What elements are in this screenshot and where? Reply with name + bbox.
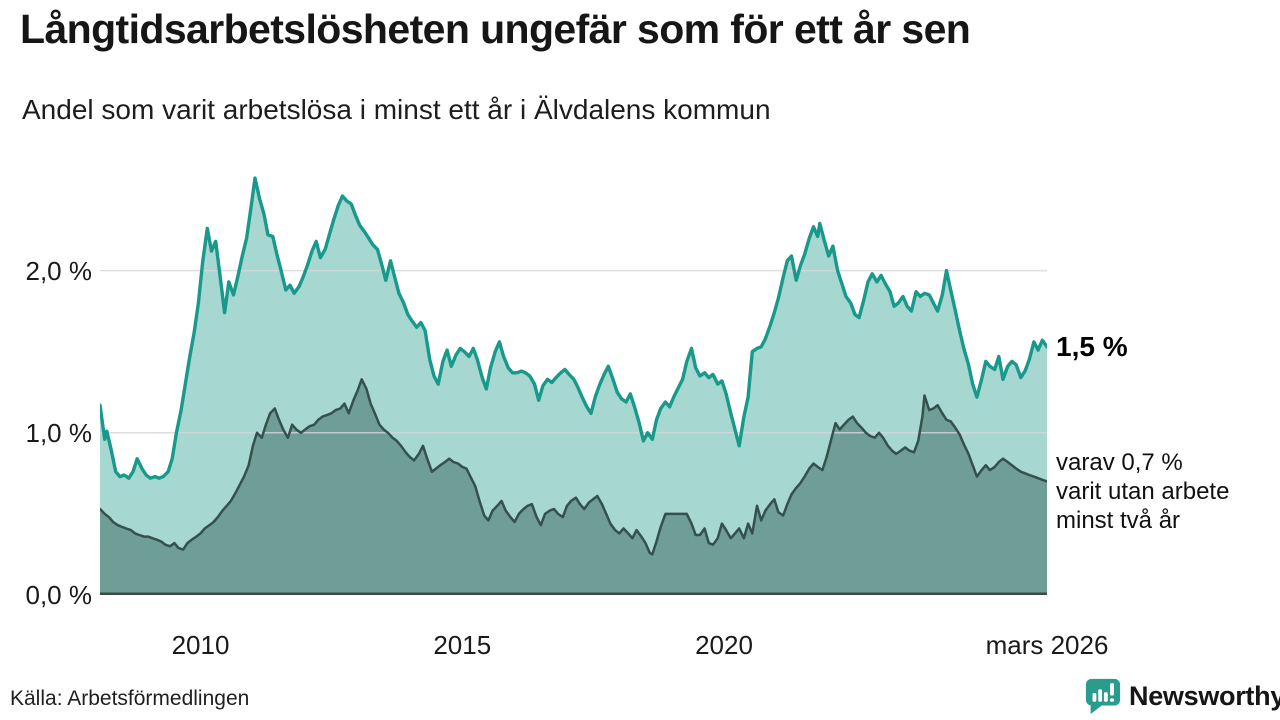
x-tick-label-2015: 2015 [433, 630, 492, 660]
y-tick-label-1: 1,0 % [25, 417, 93, 448]
series2-annotation-line-2: varit utan arbete [1056, 478, 1230, 506]
series1-end-value-label: 1,5 % [1056, 330, 1128, 362]
bar-tall [1098, 689, 1103, 702]
chart-subtitle: Andel som varit arbetslösa i minst ett å… [22, 94, 771, 125]
series2-annotation-line-1: varav 0,7 % [1056, 449, 1183, 477]
line-series-2 [100, 378, 1047, 556]
series2-annotation-line-3: minst två år [1056, 507, 1181, 535]
source-attribution: Källa: Arbetsförmedlingen [10, 687, 250, 710]
bar-small [1092, 693, 1097, 702]
x-tick-label-2020: 2020 [695, 630, 753, 660]
line-series-1 [100, 176, 1047, 480]
bar-medium [1103, 692, 1108, 702]
newsworthy-logo: Newsworthy [1084, 676, 1280, 716]
newsworthy-logo-text: Newsworthy [1129, 680, 1280, 711]
series2-annotation: varav 0,7 % varit utan arbete minst två … [1056, 448, 1229, 535]
plot-canvas [100, 176, 1047, 595]
x-tick-label-mars-2026: mars 2026 [985, 630, 1109, 660]
y-tick-label-0: 0,0 % [25, 580, 93, 610]
page-title: Långtidsarbetslösheten ungefär som för e… [20, 6, 971, 52]
newsworthy-logo-icon [1085, 678, 1121, 715]
y-tick-label-2: 2,0 % [25, 255, 93, 286]
x-tick-label-2010: 2010 [171, 630, 230, 660]
exclamation-stem [1110, 683, 1114, 696]
exclamation-dot [1110, 698, 1114, 702]
